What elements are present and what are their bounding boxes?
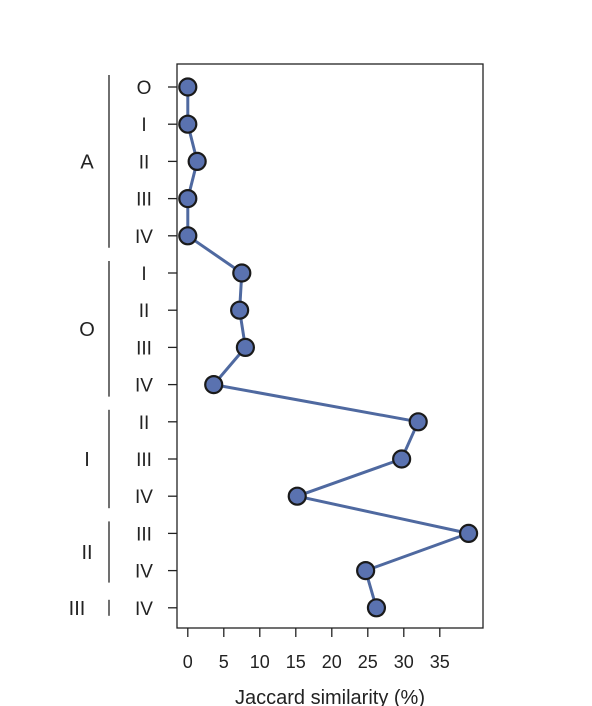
y-tick-label: III bbox=[136, 524, 152, 545]
y-tick-label: I bbox=[141, 115, 146, 136]
y-tick-label: II bbox=[139, 152, 150, 173]
data-points bbox=[178, 77, 479, 618]
group-label: A bbox=[80, 151, 94, 173]
series-line-group bbox=[186, 87, 471, 609]
y-tick-label: II bbox=[139, 413, 150, 434]
y-tick-label: III bbox=[136, 190, 152, 211]
data-point bbox=[178, 77, 198, 97]
group-label: III bbox=[69, 598, 86, 620]
x-tick-label: 10 bbox=[250, 652, 270, 672]
y-tick-label: IV bbox=[135, 376, 153, 397]
y-tick-label: O bbox=[137, 78, 152, 99]
y-tick-label: I bbox=[141, 264, 146, 285]
y-tick-label: III bbox=[136, 338, 152, 359]
data-point bbox=[356, 560, 376, 581]
data-point bbox=[392, 449, 412, 469]
y-tick-label: IV bbox=[135, 562, 153, 583]
data-point bbox=[408, 412, 428, 432]
data-point bbox=[178, 189, 198, 209]
group-label: O bbox=[79, 319, 95, 341]
plot-frame bbox=[176, 63, 484, 629]
x-tick-label: 35 bbox=[430, 652, 450, 672]
y-tick-label: IV bbox=[135, 227, 153, 248]
x-axis-ticks bbox=[187, 628, 441, 637]
x-axis-title: Jaccard similarity (%) bbox=[235, 687, 425, 706]
data-point bbox=[459, 523, 479, 544]
data-point bbox=[235, 337, 255, 357]
x-tick-label: 30 bbox=[394, 652, 414, 672]
y-tick-label: IV bbox=[135, 599, 153, 620]
data-point bbox=[287, 486, 307, 506]
series-line bbox=[186, 87, 471, 609]
x-tick-label: 5 bbox=[219, 652, 229, 672]
data-point bbox=[204, 375, 224, 395]
group-label: I bbox=[84, 449, 90, 471]
x-tick-label: 0 bbox=[183, 652, 193, 672]
x-axis-tick-labels: 0 5 10 15 20 25 30 35 bbox=[183, 652, 450, 672]
y-tick-label: III bbox=[136, 450, 152, 471]
data-point bbox=[187, 151, 207, 171]
x-tick-label: 25 bbox=[358, 652, 378, 672]
data-point bbox=[230, 300, 250, 320]
y-axis-ticks bbox=[168, 86, 177, 609]
data-point bbox=[178, 226, 198, 246]
data-point bbox=[232, 263, 252, 283]
data-point bbox=[366, 598, 387, 618]
y-tick-label: II bbox=[139, 301, 150, 322]
data-point bbox=[178, 114, 198, 134]
group-label: II bbox=[81, 542, 92, 564]
x-tick-label: 15 bbox=[286, 652, 306, 672]
x-tick-label: 20 bbox=[322, 652, 342, 672]
y-tick-label: IV bbox=[135, 487, 153, 508]
